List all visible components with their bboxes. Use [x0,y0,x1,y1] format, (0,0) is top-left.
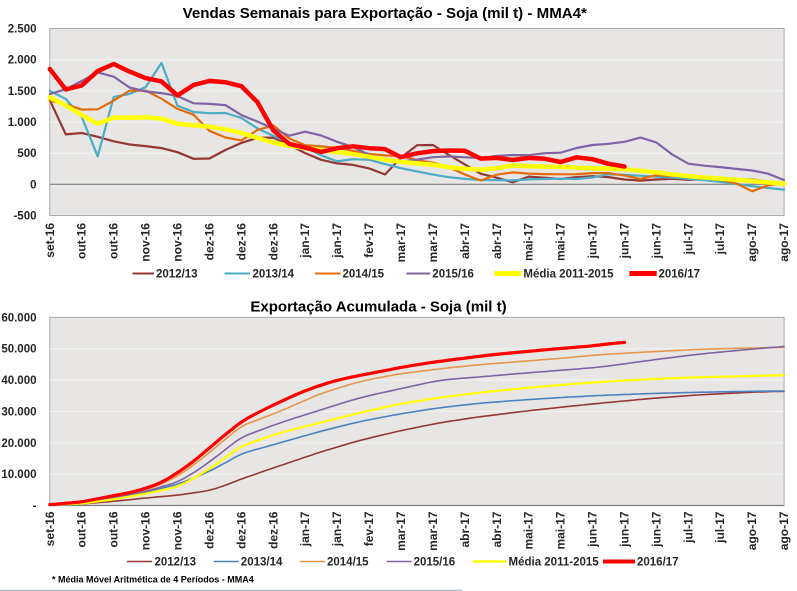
svg-text:ago-17: ago-17 [745,223,759,262]
svg-text:-: - [33,501,37,513]
svg-text:40.000: 40.000 [1,375,36,387]
svg-text:Média 2011-2015: Média 2011-2015 [523,269,614,281]
svg-text:mai-17: mai-17 [554,223,568,261]
svg-text:mai-17: mai-17 [522,511,536,549]
svg-text:nov-16: nov-16 [139,223,153,262]
svg-text:2015/16: 2015/16 [432,269,474,281]
svg-text:jul-17: jul-17 [681,223,695,256]
svg-text:dez-16: dez-16 [202,511,216,549]
svg-text:mar-17: mar-17 [394,511,408,551]
svg-text:dez-16: dez-16 [234,223,248,261]
svg-text:jan-17: jan-17 [298,511,312,547]
svg-text:mai-17: mai-17 [522,223,536,261]
svg-text:2016/17: 2016/17 [659,269,701,281]
svg-text:fev-17: fev-17 [362,511,376,546]
svg-text:set-16: set-16 [43,511,57,546]
svg-text:ago-17: ago-17 [777,511,791,550]
svg-text:out-16: out-16 [75,223,89,259]
svg-text:out-16: out-16 [107,223,121,259]
svg-text:30.000: 30.000 [1,406,36,418]
svg-text:mai-17: mai-17 [554,511,568,549]
svg-text:abr-17: abr-17 [490,511,504,547]
svg-text:ago-17: ago-17 [777,223,791,262]
svg-text:mar-17: mar-17 [426,511,440,551]
svg-text:out-16: out-16 [107,511,121,547]
svg-text:jun-17: jun-17 [649,223,663,260]
svg-text:nov-16: nov-16 [171,223,185,262]
svg-text:dez-16: dez-16 [234,511,248,549]
svg-text:* Média Móvel Aritmética de 4: * Média Móvel Aritmética de 4 Períodos -… [52,575,254,585]
svg-text:mar-17: mar-17 [426,223,440,263]
svg-text:jul-17: jul-17 [681,511,695,544]
svg-text:jun-17: jun-17 [618,223,632,260]
svg-text:2012/13: 2012/13 [155,557,197,569]
svg-text:nov-16: nov-16 [139,511,153,550]
svg-text:2013/14: 2013/14 [253,269,295,281]
svg-text:set-16: set-16 [43,223,57,258]
svg-text:abr-17: abr-17 [458,511,472,547]
svg-text:10.000: 10.000 [1,469,36,481]
svg-text:dez-16: dez-16 [266,511,280,549]
svg-text:jun-17: jun-17 [586,223,600,260]
svg-text:nov-16: nov-16 [171,511,185,550]
svg-text:jul-17: jul-17 [713,223,727,256]
svg-text:dez-16: dez-16 [202,223,216,261]
svg-text:2.000: 2.000 [8,55,37,67]
svg-text:jan-17: jan-17 [330,223,344,259]
svg-text:jun-17: jun-17 [649,511,663,548]
svg-text:mar-17: mar-17 [394,223,408,263]
svg-text:abr-17: abr-17 [490,223,504,259]
svg-text:fev-17: fev-17 [362,223,376,258]
svg-text:jan-17: jan-17 [298,223,312,259]
svg-text:2015/16: 2015/16 [414,557,456,569]
svg-text:2014/15: 2014/15 [343,269,385,281]
svg-text:dez-16: dez-16 [266,223,280,261]
svg-text:jul-17: jul-17 [713,511,727,544]
svg-text:500: 500 [17,148,36,160]
svg-text:2.500: 2.500 [8,24,37,36]
svg-text:jun-17: jun-17 [586,511,600,548]
svg-text:Exportação Acumulada - Soja (m: Exportação Acumulada - Soja (mil t) [250,298,506,315]
svg-text:Vendas Semanais para Exportaçã: Vendas Semanais para Exportação - Soja (… [183,5,587,22]
svg-text:abr-17: abr-17 [458,223,472,259]
svg-text:0: 0 [30,179,36,191]
svg-text:2013/14: 2013/14 [241,557,283,569]
svg-text:jun-17: jun-17 [618,511,632,548]
svg-text:jan-17: jan-17 [330,511,344,547]
svg-text:1.000: 1.000 [8,117,37,129]
svg-text:Média 2011-2015: Média 2011-2015 [509,557,600,569]
svg-text:2016/17: 2016/17 [637,557,679,569]
svg-text:-500: -500 [13,211,36,223]
svg-text:20.000: 20.000 [1,438,36,450]
svg-text:1.500: 1.500 [8,86,37,98]
svg-text:2014/15: 2014/15 [327,557,369,569]
svg-text:60.000: 60.000 [1,312,36,324]
svg-text:ago-17: ago-17 [745,511,759,550]
svg-text:50.000: 50.000 [1,344,36,356]
svg-text:2012/13: 2012/13 [156,269,198,281]
svg-text:out-16: out-16 [75,511,89,547]
